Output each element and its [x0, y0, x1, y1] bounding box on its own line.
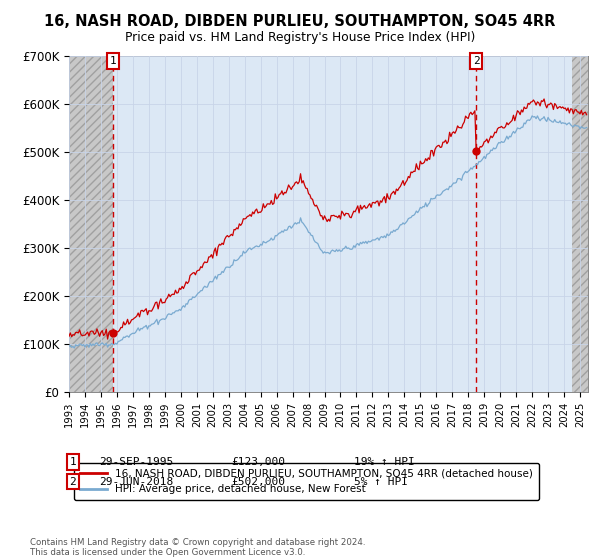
Text: £123,000: £123,000	[231, 457, 285, 467]
Text: 1: 1	[110, 56, 116, 66]
HPI: Average price, detached house, New Forest: (2.02e+03, 5.75e+05): Average price, detached house, New Fores…	[529, 113, 536, 119]
HPI: Average price, detached house, New Forest: (2.03e+03, 5.51e+05): Average price, detached house, New Fores…	[583, 124, 590, 131]
16, NASH ROAD, DIBDEN PURLIEU, SOUTHAMPTON, SO45 4RR (detached house)	[65, 333, 73, 340]
16, NASH ROAD, DIBDEN PURLIEU, SOUTHAMPTON, SO45 4RR (detached house)	[466, 110, 473, 117]
Text: £502,000: £502,000	[231, 477, 285, 487]
Text: 2: 2	[473, 56, 479, 66]
HPI: Average price, detached house, New Forest: (1.99e+03, 9.54e+04): Average price, detached house, New Fores…	[65, 343, 73, 349]
HPI: Average price, detached house, New Forest: (2.01e+03, 3.74e+05): Average price, detached house, New Fores…	[414, 209, 421, 216]
Text: 16, NASH ROAD, DIBDEN PURLIEU, SOUTHAMPTON, SO45 4RR: 16, NASH ROAD, DIBDEN PURLIEU, SOUTHAMPT…	[44, 14, 556, 29]
HPI: Average price, detached house, New Forest: (2.02e+03, 4.62e+05): Average price, detached house, New Fores…	[466, 167, 473, 174]
HPI: Average price, detached house, New Forest: (2.02e+03, 5.08e+05): Average price, detached house, New Fores…	[493, 144, 500, 151]
16, NASH ROAD, DIBDEN PURLIEU, SOUTHAMPTON, SO45 4RR (detached house)	[541, 96, 548, 102]
Legend: 16, NASH ROAD, DIBDEN PURLIEU, SOUTHAMPTON, SO45 4RR (detached house), HPI: Aver: 16, NASH ROAD, DIBDEN PURLIEU, SOUTHAMPT…	[74, 463, 539, 501]
Bar	[69, 56, 113, 392]
Text: 19% ↑ HPI: 19% ↑ HPI	[354, 457, 415, 467]
16, NASH ROAD, DIBDEN PURLIEU, SOUTHAMPTON, SO45 4RR (detached house)	[454, 123, 461, 129]
16, NASH ROAD, DIBDEN PURLIEU, SOUTHAMPTON, SO45 4RR (detached house)	[583, 111, 590, 118]
Text: 29-JUN-2018: 29-JUN-2018	[99, 477, 173, 487]
Text: 5% ↑ HPI: 5% ↑ HPI	[354, 477, 408, 487]
Line: HPI: Average price, detached house, New Forest: HPI: Average price, detached house, New …	[69, 116, 587, 348]
Line: 16, NASH ROAD, DIBDEN PURLIEU, SOUTHAMPTON, SO45 4RR (detached house): 16, NASH ROAD, DIBDEN PURLIEU, SOUTHAMPT…	[69, 99, 587, 339]
16, NASH ROAD, DIBDEN PURLIEU, SOUTHAMPTON, SO45 4RR (detached house)	[434, 142, 441, 149]
16, NASH ROAD, DIBDEN PURLIEU, SOUTHAMPTON, SO45 4RR (detached house)	[414, 165, 421, 172]
HPI: Average price, detached house, New Forest: (2e+03, 1.21e+05): Average price, detached house, New Fores…	[128, 330, 135, 337]
HPI: Average price, detached house, New Forest: (1.99e+03, 9.16e+04): Average price, detached house, New Fores…	[71, 344, 78, 351]
HPI: Average price, detached house, New Forest: (2.02e+03, 4.44e+05): Average price, detached house, New Fores…	[454, 175, 461, 182]
16, NASH ROAD, DIBDEN PURLIEU, SOUTHAMPTON, SO45 4RR (detached house)	[128, 316, 135, 323]
HPI: Average price, detached house, New Forest: (2.02e+03, 4.11e+05): Average price, detached house, New Fores…	[434, 192, 441, 198]
16, NASH ROAD, DIBDEN PURLIEU, SOUTHAMPTON, SO45 4RR (detached house)	[493, 129, 500, 136]
Bar	[572, 56, 588, 392]
16, NASH ROAD, DIBDEN PURLIEU, SOUTHAMPTON, SO45 4RR (detached house)	[104, 335, 111, 342]
Text: Price paid vs. HM Land Registry's House Price Index (HPI): Price paid vs. HM Land Registry's House …	[125, 31, 475, 44]
Text: 1: 1	[70, 457, 76, 467]
Text: 29-SEP-1995: 29-SEP-1995	[99, 457, 173, 467]
Text: 2: 2	[70, 477, 76, 487]
Text: Contains HM Land Registry data © Crown copyright and database right 2024.
This d: Contains HM Land Registry data © Crown c…	[30, 538, 365, 557]
